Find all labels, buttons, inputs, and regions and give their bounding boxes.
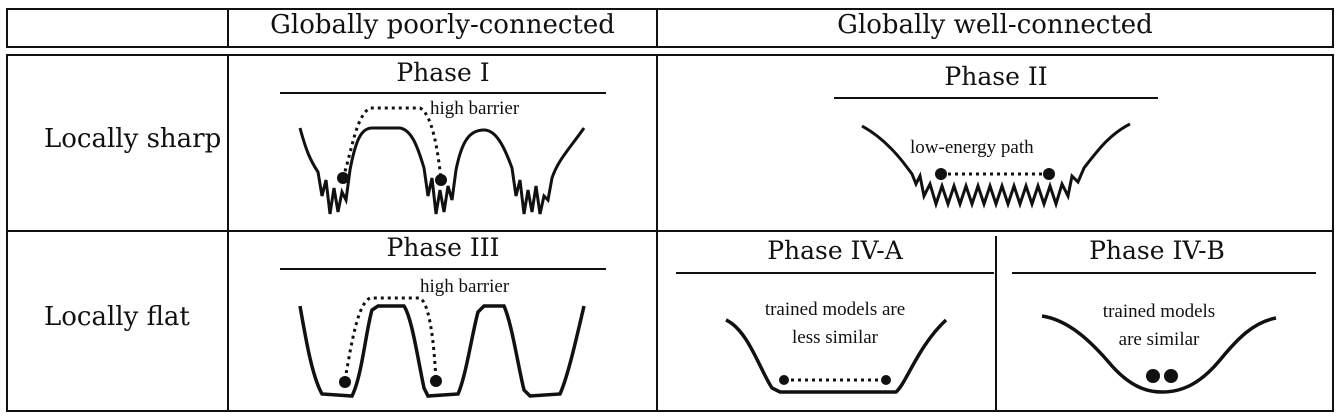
phase-4a-rule bbox=[676, 272, 994, 274]
phase-2-rule bbox=[834, 97, 1158, 99]
right-border-header bbox=[1332, 8, 1334, 48]
header-globally-poorly-connected: Globally poorly-connected bbox=[270, 10, 615, 40]
phase-1-model-dot bbox=[435, 174, 447, 186]
phase-2-title: Phase II bbox=[944, 62, 1048, 91]
phase-3-title: Phase III bbox=[386, 233, 500, 262]
right-border-body bbox=[1332, 54, 1334, 412]
phase-4b-model-dot bbox=[1146, 369, 1160, 383]
body-top-border bbox=[6, 54, 1334, 56]
body-bottom-border bbox=[6, 410, 1334, 412]
row-label-locally-sharp: Locally sharp bbox=[44, 124, 222, 154]
header-globally-well-connected: Globally well-connected bbox=[837, 10, 1153, 40]
phase-4b-rule bbox=[1012, 272, 1316, 274]
phase-2-model-dot bbox=[1043, 168, 1055, 180]
phase-2-note: low-energy path bbox=[910, 137, 1034, 158]
phase-4a-model-dot bbox=[881, 375, 891, 385]
phase-4a-title: Phase IV-A bbox=[767, 236, 903, 265]
phase4-divider bbox=[995, 236, 997, 410]
phase-4b-note-line1: trained models bbox=[1102, 301, 1216, 322]
col-divider-1-body bbox=[227, 54, 229, 412]
phase-4a-model-dot bbox=[779, 375, 789, 385]
phase-3-rule bbox=[280, 268, 606, 270]
phase-3-model-dot bbox=[339, 376, 351, 388]
phase-4a-note-line2: less similar bbox=[791, 327, 879, 348]
col-divider-2-header bbox=[656, 8, 658, 48]
phase-1-note: high barrier bbox=[430, 98, 520, 119]
phase-4a-note-line1: trained models are bbox=[764, 299, 906, 320]
header-bottom-border bbox=[6, 46, 1334, 48]
left-border-header bbox=[6, 8, 8, 48]
phase-4b-model-dot bbox=[1164, 369, 1178, 383]
phase-4b-title: Phase IV-B bbox=[1089, 236, 1225, 265]
phase-1-rule bbox=[280, 92, 606, 94]
phase-2-model-dot bbox=[935, 168, 947, 180]
phase-1-model-dot bbox=[337, 172, 349, 184]
col-divider-1-header bbox=[227, 8, 229, 48]
col-divider-2-body bbox=[656, 54, 658, 412]
phase-4b-note-line2: are similar bbox=[1118, 329, 1200, 350]
row-label-locally-flat: Locally flat bbox=[44, 302, 190, 332]
phase-3-note: high barrier bbox=[420, 276, 510, 297]
row-divider bbox=[6, 230, 1334, 232]
header-top-border bbox=[6, 8, 1334, 10]
phase-3-model-dot bbox=[430, 375, 442, 387]
left-border-body bbox=[6, 54, 8, 412]
phase-1-title: Phase I bbox=[396, 58, 490, 87]
